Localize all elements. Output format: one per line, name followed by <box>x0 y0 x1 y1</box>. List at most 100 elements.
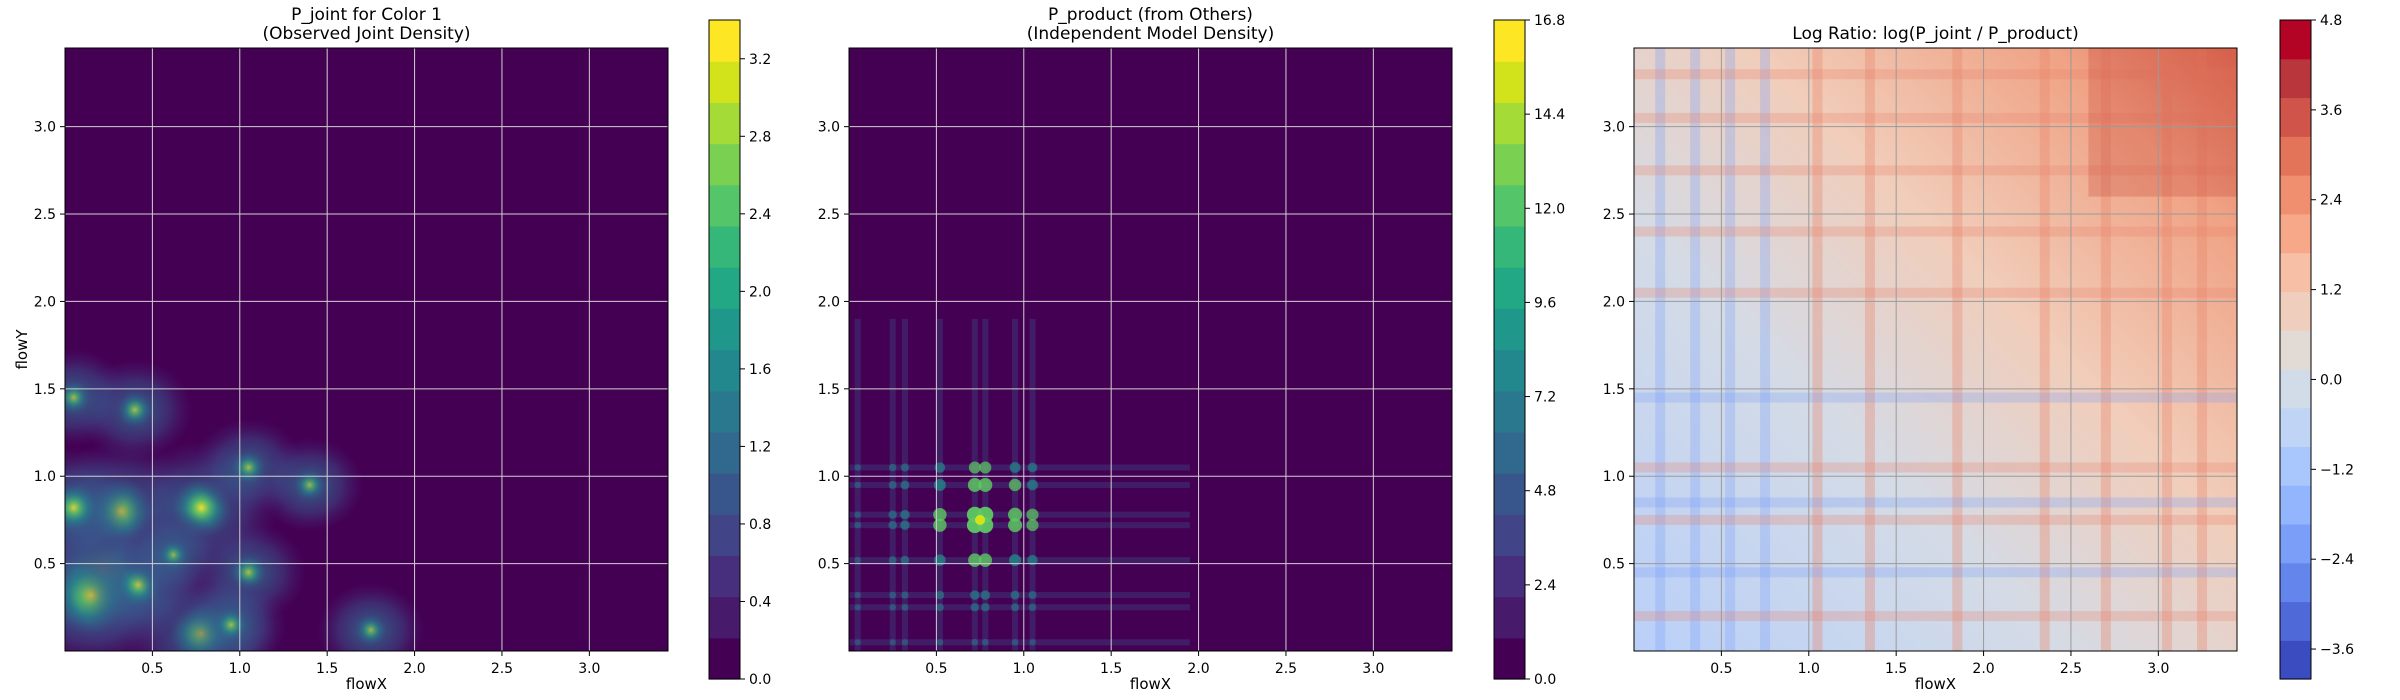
log-ratio-band-x <box>1760 48 1771 651</box>
colorbar-tick-label: 2.4 <box>1534 578 1556 594</box>
colorbar-segment <box>2280 485 2311 525</box>
product-density-blob <box>980 590 991 600</box>
colorbar-tick-label: 0.0 <box>2320 372 2342 388</box>
panel1-title-line2: (Observed Joint Density) <box>262 24 470 44</box>
colorbar-tick-label: 2.0 <box>749 284 771 300</box>
log-ratio-band-y <box>1634 611 2237 622</box>
panel1-x-axis-label: flowX <box>346 675 387 693</box>
log-ratio-band-x <box>2197 48 2208 651</box>
product-density-blob <box>901 639 909 646</box>
product-density-blob <box>854 521 862 529</box>
log-ratio-band-y <box>1634 226 2237 237</box>
product-density-blob <box>900 463 910 472</box>
colorbar-segment <box>2280 330 2311 370</box>
log-ratio-band-y <box>1634 567 2237 578</box>
y-tick-label: 1.0 <box>34 469 56 485</box>
panel1-grid <box>65 48 668 651</box>
colorbar-segment <box>2280 562 2311 603</box>
product-density-blob <box>854 639 861 646</box>
colorbar-tick-label: 2.8 <box>749 129 771 145</box>
product-density-blob <box>979 461 992 474</box>
x-tick-label: 0.5 <box>141 661 163 677</box>
colorbar-segment <box>709 473 740 515</box>
product-density-blob <box>933 478 946 491</box>
log-ratio-hot-region <box>2088 48 2237 197</box>
density-hotspot <box>294 469 326 501</box>
log-ratio-band-y <box>1634 287 2237 298</box>
y-tick-label: 1.5 <box>34 382 56 398</box>
product-density-blob <box>854 511 862 518</box>
product-density-peak <box>975 514 986 525</box>
colorbar-segment <box>1494 514 1525 557</box>
colorbar-frame <box>1493 19 1526 680</box>
colorbar-segment <box>709 596 740 639</box>
product-density-blob <box>1028 590 1037 600</box>
x-tick-label: 2.0 <box>1972 661 1994 677</box>
x-tick-label: 2.0 <box>403 661 425 677</box>
y-tick-label: 2.5 <box>818 207 840 223</box>
product-density-blob <box>978 553 993 567</box>
colorbar-tick-label: 14.4 <box>1534 107 1565 123</box>
product-density-blob <box>1010 590 1020 600</box>
product-density-blob <box>1011 638 1019 646</box>
panel2-grid <box>849 48 1452 651</box>
y-tick-label: 2.0 <box>34 294 56 310</box>
colorbar-segment <box>709 555 740 598</box>
colorbar-tick-label: 12.0 <box>1534 201 1565 217</box>
product-density-blob <box>1027 554 1038 566</box>
product-marginal-streak-x <box>854 318 861 651</box>
colorbar-segment <box>709 20 740 62</box>
colorbar-segment <box>1494 473 1525 515</box>
product-density-blob <box>1009 462 1021 473</box>
product-density-blob <box>900 520 910 530</box>
product-density-blob <box>934 554 946 566</box>
product-density-blob <box>1026 519 1039 532</box>
colorbar-segment <box>709 349 740 392</box>
product-density-blob <box>889 639 896 646</box>
colorbar-tick-label: 1.2 <box>749 439 771 455</box>
colorbar-segment <box>2280 640 2311 680</box>
colorbar-segment <box>709 267 740 309</box>
colorbar-segment <box>709 514 740 557</box>
panel2-title-line2: (Independent Model Density) <box>1027 24 1275 44</box>
panel-p-joint: P_joint for Color 1 (Observed Joint Dens… <box>13 5 771 693</box>
product-density-blob <box>1008 518 1023 533</box>
colorbar-tick-label: 0.0 <box>1534 672 1556 688</box>
colorbar-segment <box>709 308 740 351</box>
colorbar-segment <box>1494 61 1525 103</box>
panel1-title-line1: P_joint for Color 1 <box>291 5 442 25</box>
colorbar-segment <box>1494 349 1525 392</box>
product-density-blob <box>900 555 910 565</box>
density-hotspot <box>158 540 188 570</box>
x-tick-label: 1.5 <box>1885 661 1907 677</box>
colorbar-tick-label: 7.2 <box>1534 390 1556 406</box>
colorbar-segment <box>2280 252 2311 292</box>
product-density-blob <box>936 639 944 646</box>
colorbar-segment <box>1494 431 1525 474</box>
panel2-density-marks <box>849 318 1190 651</box>
log-ratio-band-y <box>1634 392 2237 403</box>
panel3-grid <box>1634 48 2237 651</box>
colorbar-tick-label: 16.8 <box>1534 13 1565 29</box>
product-density-blob <box>901 591 909 599</box>
colorbar-segment <box>709 143 740 186</box>
y-tick-label: 1.0 <box>1603 469 1625 485</box>
product-density-blob <box>901 603 909 611</box>
panel3-title: Log Ratio: log(P_joint / P_product) <box>1792 24 2078 44</box>
colorbar-segment <box>2280 291 2311 331</box>
product-density-blob <box>889 591 897 599</box>
y-tick-label: 3.0 <box>1603 120 1625 136</box>
colorbar-segment <box>1494 225 1525 268</box>
colorbar-segment <box>709 184 740 227</box>
colorbar-tick-label: 2.4 <box>2320 193 2342 209</box>
x-tick-label: 1.5 <box>316 661 338 677</box>
product-density-blob <box>888 510 897 519</box>
product-density-blob <box>1009 554 1022 567</box>
x-tick-label: 2.5 <box>2060 661 2082 677</box>
panel2-x-axis-label: flowX <box>1130 675 1171 693</box>
product-density-blob <box>970 590 980 600</box>
y-tick-label: 3.0 <box>34 120 56 136</box>
x-tick-label: 2.0 <box>1187 661 1209 677</box>
product-density-blob <box>888 480 897 489</box>
